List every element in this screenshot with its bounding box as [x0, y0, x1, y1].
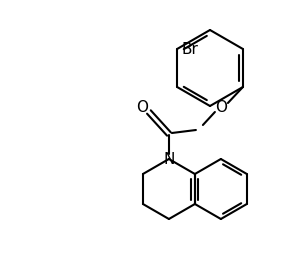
Text: N: N	[163, 152, 175, 167]
Text: O: O	[215, 99, 227, 115]
Text: O: O	[136, 99, 148, 115]
Text: Br: Br	[181, 41, 198, 56]
